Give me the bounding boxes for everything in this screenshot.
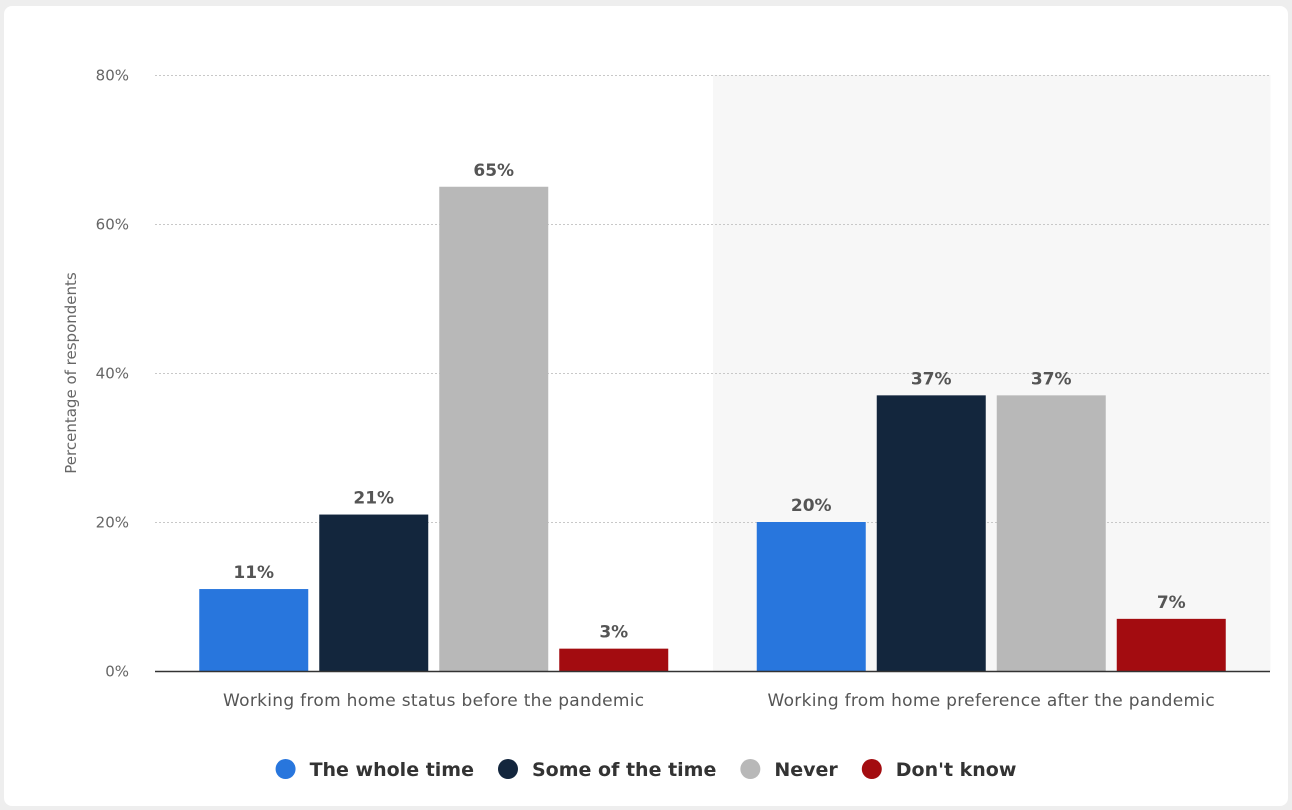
- x-category-label: Working from home preference after the p…: [767, 691, 1215, 711]
- legend-swatch: [497, 759, 518, 779]
- data-label: 3%: [599, 623, 628, 643]
- bar[interactable]: [876, 395, 986, 671]
- data-label: 37%: [911, 369, 952, 389]
- legend-item[interactable]: Don't know: [861, 759, 1017, 781]
- data-labels: 11% 21% 65% 3% 20% 37% 37% 7%: [233, 161, 1185, 643]
- legend-label: Never: [774, 759, 838, 781]
- legend-label: Don't know: [896, 759, 1017, 781]
- bars: [199, 186, 1226, 671]
- data-label: 37%: [1031, 369, 1072, 389]
- y-tick-label: 0%: [105, 663, 129, 681]
- legend-label: Some of the time: [532, 759, 716, 781]
- y-axis-title: Percentage of respondents: [62, 272, 80, 474]
- data-label: 7%: [1157, 593, 1186, 613]
- data-label: 21%: [353, 489, 394, 509]
- bar[interactable]: [756, 522, 866, 671]
- legend-swatch: [275, 759, 296, 779]
- y-tick-label: 60%: [96, 216, 129, 234]
- data-label: 11%: [233, 563, 274, 583]
- legend: The whole time Some of the time Never Don't…: [275, 759, 1017, 781]
- x-category-label: Working from home status before the pand…: [223, 691, 644, 711]
- legend-swatch: [740, 759, 761, 779]
- bar[interactable]: [996, 395, 1106, 671]
- legend-swatch: [861, 759, 882, 779]
- x-axis-categories: Working from home status before the pand…: [223, 691, 1215, 711]
- bar[interactable]: [199, 589, 309, 671]
- y-tick-label: 40%: [96, 365, 129, 383]
- bar[interactable]: [439, 186, 549, 671]
- bar[interactable]: [319, 514, 429, 671]
- y-axis-ticks: 0% 20% 40% 60% 80%: [96, 67, 129, 681]
- legend-item[interactable]: The whole time: [275, 759, 474, 781]
- data-label: 65%: [473, 161, 514, 181]
- bar[interactable]: [559, 648, 669, 671]
- y-tick-label: 80%: [96, 67, 129, 85]
- legend-item[interactable]: Some of the time: [497, 759, 716, 781]
- bar[interactable]: [1116, 618, 1226, 671]
- data-label: 20%: [791, 496, 832, 516]
- legend-item[interactable]: Never: [740, 759, 838, 781]
- legend-label: The whole time: [310, 759, 474, 781]
- y-tick-label: 20%: [96, 514, 129, 532]
